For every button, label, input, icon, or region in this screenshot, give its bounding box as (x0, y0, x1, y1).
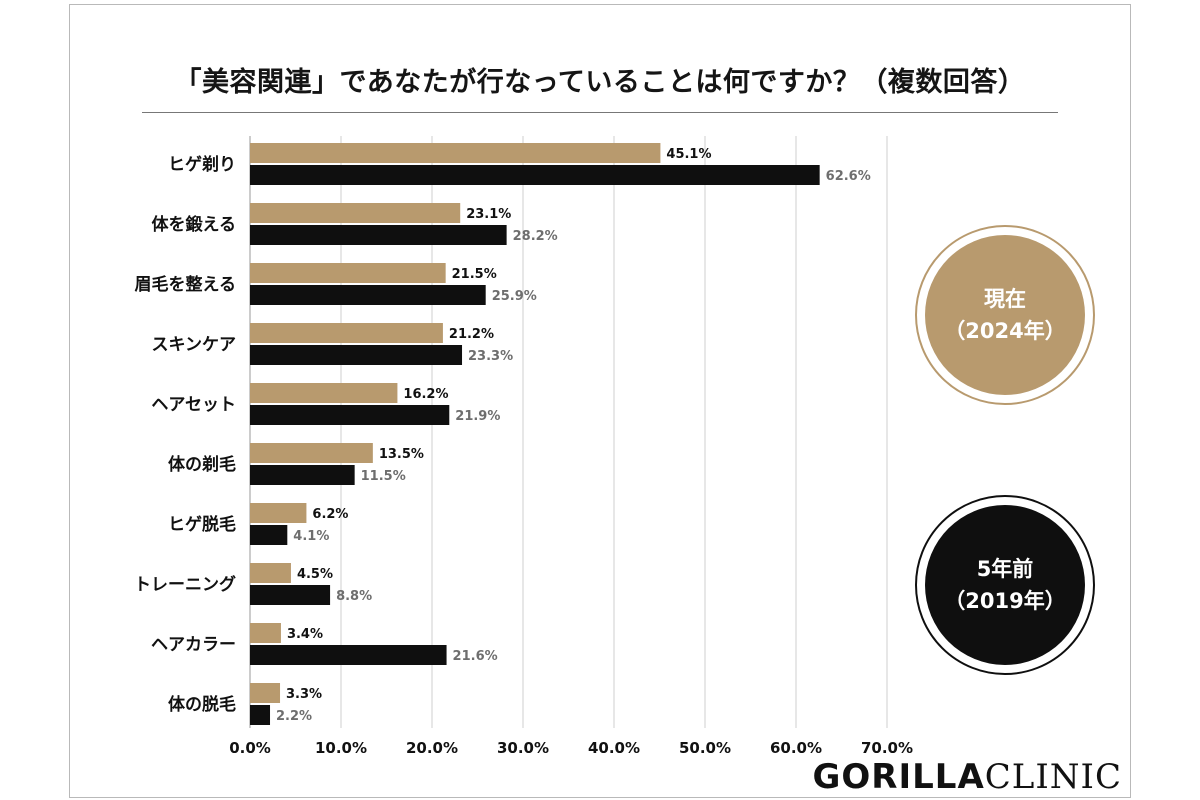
value-label-current: 13.5% (379, 447, 424, 462)
value-label-past: 25.9% (492, 289, 537, 304)
legend-current-year: （2024年） (944, 319, 1066, 343)
bar-current (250, 623, 281, 643)
legend-current-label: 現在 (984, 287, 1026, 311)
bar-current (250, 323, 443, 343)
legend-past-label: 5年前 (976, 557, 1034, 581)
legend-badge-past: 5年前 （2019年） (915, 495, 1095, 675)
x-tick-label: 0.0% (229, 739, 271, 757)
category-label: 体の脱毛 (168, 694, 236, 715)
value-label-current: 45.1% (666, 147, 711, 162)
value-label-current: 21.5% (452, 267, 497, 282)
x-tick-label: 70.0% (861, 739, 913, 757)
legend-past-year: （2019年） (944, 589, 1066, 613)
value-label-past: 2.2% (276, 709, 312, 724)
bar-past (250, 285, 486, 305)
bar-current (250, 683, 281, 703)
value-label-past: 23.3% (468, 349, 513, 364)
x-tick-label: 20.0% (406, 739, 458, 757)
category-label: ヒゲ脱毛 (168, 514, 236, 535)
category-label: 体の剃毛 (168, 454, 236, 475)
category-label: トレーニング (134, 574, 236, 595)
brand-logo-bold: GORILLA (812, 757, 985, 797)
bar-past (250, 585, 331, 605)
bar-current (250, 143, 661, 163)
legend-badge-current: 現在 （2024年） (915, 225, 1095, 405)
bar-current (250, 203, 461, 223)
x-tick-label: 30.0% (497, 739, 549, 757)
value-label-current: 23.1% (466, 207, 511, 222)
chart-frame (69, 4, 1131, 798)
value-label-past: 21.9% (455, 409, 500, 424)
value-label-current: 3.4% (287, 627, 323, 642)
bar-current (250, 263, 446, 283)
value-label-past: 21.6% (453, 649, 498, 664)
bar-past (250, 705, 271, 725)
x-tick-label: 50.0% (679, 739, 731, 757)
brand-logo-light: CLINIC (984, 757, 1122, 797)
value-label-current: 6.2% (312, 507, 348, 522)
brand-logo: GORILLACLINIC (812, 758, 1122, 796)
bar-current (250, 383, 398, 403)
chart-title: 「美容関連」であなたが行なっていることは何ですか？（複数回答） (174, 67, 1026, 98)
x-tick-label: 60.0% (770, 739, 822, 757)
category-label: ヘアセット (151, 395, 236, 415)
category-label: 体を鍛える (152, 214, 237, 235)
bar-past (250, 225, 507, 245)
bar-current (250, 443, 373, 463)
bar-past (250, 165, 820, 185)
title-divider (142, 112, 1058, 113)
value-label-past: 4.1% (293, 529, 329, 544)
bar-current (250, 503, 307, 523)
value-label-current: 4.5% (297, 567, 333, 582)
value-label-past: 8.8% (336, 589, 372, 604)
bar-current (250, 563, 291, 583)
bar-past (250, 465, 355, 485)
value-label-current: 21.2% (449, 327, 494, 342)
value-label-past: 28.2% (513, 229, 558, 244)
category-label: ヘアカラー (151, 635, 236, 655)
bar-past (250, 405, 450, 425)
category-label: ヒゲ剃り (168, 154, 236, 175)
x-tick-label: 10.0% (315, 739, 367, 757)
value-label-current: 16.2% (403, 387, 448, 402)
value-label-past: 62.6% (826, 169, 871, 184)
x-tick-label: 40.0% (588, 739, 640, 757)
value-label-current: 3.3% (286, 687, 322, 702)
category-label: スキンケア (152, 335, 237, 355)
bar-past (250, 525, 288, 545)
bar-past (250, 345, 463, 365)
category-label: 眉毛を整える (135, 274, 237, 295)
bar-past (250, 645, 447, 665)
value-label-past: 11.5% (361, 469, 406, 484)
